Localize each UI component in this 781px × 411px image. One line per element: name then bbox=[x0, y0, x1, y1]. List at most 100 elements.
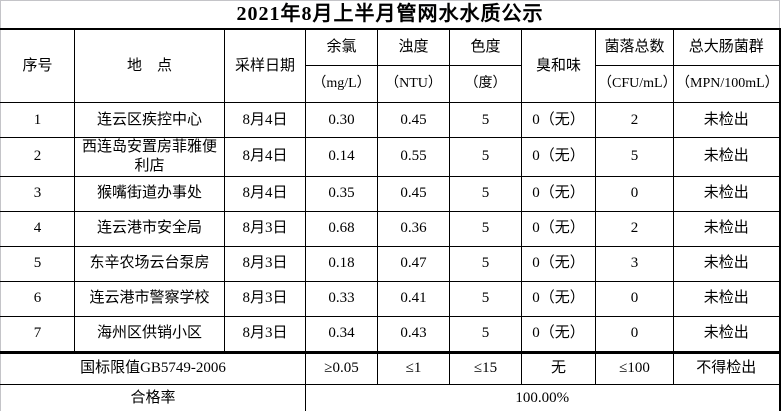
cell-sample-date: 8月3日 bbox=[224, 280, 306, 317]
cell-serial: 2 bbox=[0, 137, 75, 177]
cell-turbidity: 0.41 bbox=[377, 280, 450, 317]
cell-residual-chlorine: 0.34 bbox=[305, 315, 378, 354]
cell-serial: 6 bbox=[0, 280, 75, 317]
cell-residual-chlorine: 0.35 bbox=[305, 175, 378, 212]
cell-residual-chlorine: 0.30 bbox=[305, 102, 378, 138]
cell-coliform: 未检出 bbox=[672, 102, 781, 138]
cell-bacteria-count: 2 bbox=[595, 210, 674, 247]
cell-odor: 0（无） bbox=[521, 175, 596, 212]
cell-sample-date: 8月3日 bbox=[224, 245, 306, 282]
cell-coliform: 未检出 bbox=[672, 137, 781, 177]
cell-location: 西连岛安置房菲雅便利店 bbox=[74, 137, 225, 177]
cell-serial: 4 bbox=[0, 210, 75, 247]
cell-bacteria-count: 3 bbox=[595, 245, 674, 282]
cell-bacteria-count: 2 bbox=[595, 102, 674, 138]
cell-residual-chlorine: 0.14 bbox=[305, 137, 378, 177]
cell-location: 海州区供销小区 bbox=[74, 315, 225, 354]
cell-turbidity: 0.55 bbox=[377, 137, 450, 177]
cell-residual-chlorine: 0.18 bbox=[305, 245, 378, 282]
cell-sample-date: 8月4日 bbox=[224, 102, 306, 138]
limit-odor: 无 bbox=[521, 351, 596, 385]
cell-bacteria-count: 0 bbox=[595, 175, 674, 212]
table-row: 7 海州区供销小区 8月3日 0.34 0.43 5 0（无） 0 未检出 bbox=[0, 315, 781, 354]
limit-bacteria-count: ≤100 bbox=[595, 351, 674, 385]
cell-chroma: 5 bbox=[449, 175, 522, 212]
limit-chroma: ≤15 bbox=[449, 351, 522, 385]
table-row: 6 连云港市警察学校 8月3日 0.33 0.41 5 0（无） 0 未检出 bbox=[0, 280, 781, 317]
cell-turbidity: 0.45 bbox=[377, 175, 450, 212]
cell-odor: 0（无） bbox=[521, 210, 596, 247]
table-row: 2 西连岛安置房菲雅便利店 8月4日 0.14 0.55 5 0（无） 5 未检… bbox=[0, 137, 781, 177]
cell-odor: 0（无） bbox=[521, 102, 596, 138]
cell-location: 连云港市安全局 bbox=[74, 210, 225, 247]
cell-serial: 5 bbox=[0, 245, 75, 282]
header-residual-chlorine: 余氯 bbox=[305, 28, 378, 66]
cell-chroma: 5 bbox=[449, 102, 522, 138]
limit-label: 国标限值GB5749-2006 bbox=[0, 351, 306, 385]
title-row: 2021年8月上半月管网水水质公示 bbox=[0, 0, 781, 30]
cell-location: 连云港市警察学校 bbox=[74, 280, 225, 317]
header-coliform: 总大肠菌群 bbox=[672, 28, 781, 66]
cell-odor: 0（无） bbox=[521, 137, 596, 177]
header-location: 地 点 bbox=[74, 28, 225, 103]
unit-turbidity: （NTU） bbox=[377, 65, 450, 103]
header-serial: 序号 bbox=[0, 28, 75, 103]
cell-turbidity: 0.36 bbox=[377, 210, 450, 247]
cell-chroma: 5 bbox=[449, 137, 522, 177]
page-title: 2021年8月上半月管网水水质公示 bbox=[0, 0, 781, 30]
limit-row: 国标限值GB5749-2006 ≥0.05 ≤1 ≤15 无 ≤100 不得检出 bbox=[0, 351, 781, 385]
cell-residual-chlorine: 0.68 bbox=[305, 210, 378, 247]
cell-sample-date: 8月3日 bbox=[224, 210, 306, 247]
table-row: 5 东辛农场云台泵房 8月3日 0.18 0.47 5 0（无） 3 未检出 bbox=[0, 245, 781, 282]
cell-bacteria-count: 5 bbox=[595, 137, 674, 177]
cell-turbidity: 0.47 bbox=[377, 245, 450, 282]
header-sample-date: 采样日期 bbox=[224, 28, 306, 103]
unit-coliform: （MPN/100mL） bbox=[672, 65, 781, 103]
limit-coliform: 不得检出 bbox=[672, 351, 781, 385]
cell-chroma: 5 bbox=[449, 315, 522, 354]
header-odor: 臭和味 bbox=[521, 28, 596, 103]
table-row: 1 连云区疾控中心 8月4日 0.30 0.45 5 0（无） 2 未检出 bbox=[0, 102, 781, 138]
cell-odor: 0（无） bbox=[521, 245, 596, 282]
header-turbidity: 浊度 bbox=[377, 28, 450, 66]
header-row-1: 序号 地 点 采样日期 余氯 浊度 色度 臭和味 菌落总数 总大肠菌群 bbox=[0, 28, 781, 103]
pass-rate-value: 100.00% bbox=[304, 383, 781, 411]
cell-turbidity: 0.45 bbox=[377, 102, 450, 138]
cell-sample-date: 8月4日 bbox=[224, 137, 306, 177]
limit-residual-chlorine: ≥0.05 bbox=[305, 351, 378, 385]
cell-odor: 0（无） bbox=[521, 280, 596, 317]
table-row: 3 猴嘴街道办事处 8月4日 0.35 0.45 5 0（无） 0 未检出 bbox=[0, 175, 781, 212]
cell-residual-chlorine: 0.33 bbox=[305, 280, 378, 317]
header-chroma: 色度 bbox=[449, 28, 522, 66]
cell-sample-date: 8月4日 bbox=[224, 175, 306, 212]
cell-coliform: 未检出 bbox=[672, 210, 781, 247]
cell-coliform: 未检出 bbox=[672, 175, 781, 212]
cell-serial: 7 bbox=[0, 315, 75, 354]
cell-sample-date: 8月3日 bbox=[224, 315, 306, 354]
limit-turbidity: ≤1 bbox=[377, 351, 450, 385]
cell-location: 连云区疾控中心 bbox=[74, 102, 225, 138]
pass-rate-label: 合格率 bbox=[0, 383, 306, 411]
cell-location: 猴嘴街道办事处 bbox=[74, 175, 225, 212]
cell-serial: 3 bbox=[0, 175, 75, 212]
pass-rate-row: 合格率 100.00% bbox=[0, 383, 781, 411]
cell-location: 东辛农场云台泵房 bbox=[74, 245, 225, 282]
table-row: 4 连云港市安全局 8月3日 0.68 0.36 5 0（无） 2 未检出 bbox=[0, 210, 781, 247]
cell-serial: 1 bbox=[0, 102, 75, 138]
cell-coliform: 未检出 bbox=[672, 280, 781, 317]
cell-chroma: 5 bbox=[449, 245, 522, 282]
cell-odor: 0（无） bbox=[521, 315, 596, 354]
cell-bacteria-count: 0 bbox=[595, 315, 674, 354]
cell-chroma: 5 bbox=[449, 280, 522, 317]
unit-residual-chlorine: （mg/L） bbox=[305, 65, 378, 103]
cell-bacteria-count: 0 bbox=[595, 280, 674, 317]
unit-bacteria-count: （CFU/mL） bbox=[595, 65, 674, 103]
header-row-2: （mg/L） （NTU） （度） （CFU/mL） （MPN/100mL） bbox=[1, 65, 781, 103]
cell-coliform: 未检出 bbox=[672, 315, 781, 354]
unit-chroma: （度） bbox=[449, 65, 522, 103]
cell-coliform: 未检出 bbox=[672, 245, 781, 282]
cell-chroma: 5 bbox=[449, 210, 522, 247]
header-bacteria-count: 菌落总数 bbox=[595, 28, 674, 66]
cell-turbidity: 0.43 bbox=[377, 315, 450, 354]
